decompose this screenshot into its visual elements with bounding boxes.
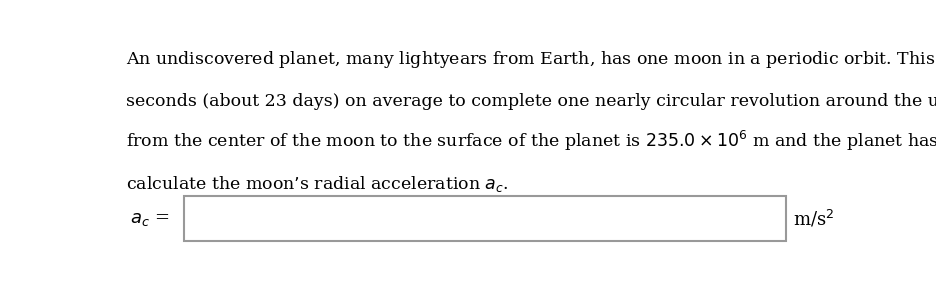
Text: $a_c$ =: $a_c$ =	[130, 210, 169, 228]
Text: seconds (about 23 days) on average to complete one nearly circular revolution ar: seconds (about 23 days) on average to co…	[125, 93, 936, 110]
Bar	[183, 196, 786, 241]
Text: m/s$^2$: m/s$^2$	[793, 209, 834, 230]
Text: calculate the moon’s radial acceleration $a_c$.: calculate the moon’s radial acceleration…	[125, 174, 508, 194]
Text: from the center of the moon to the surface of the planet is $235.0 \times 10^{6}: from the center of the moon to the surfa…	[125, 129, 936, 154]
Text: An undiscovered planet, many lightyears from Earth, has one moon in a periodic o: An undiscovered planet, many lightyears …	[125, 47, 936, 71]
